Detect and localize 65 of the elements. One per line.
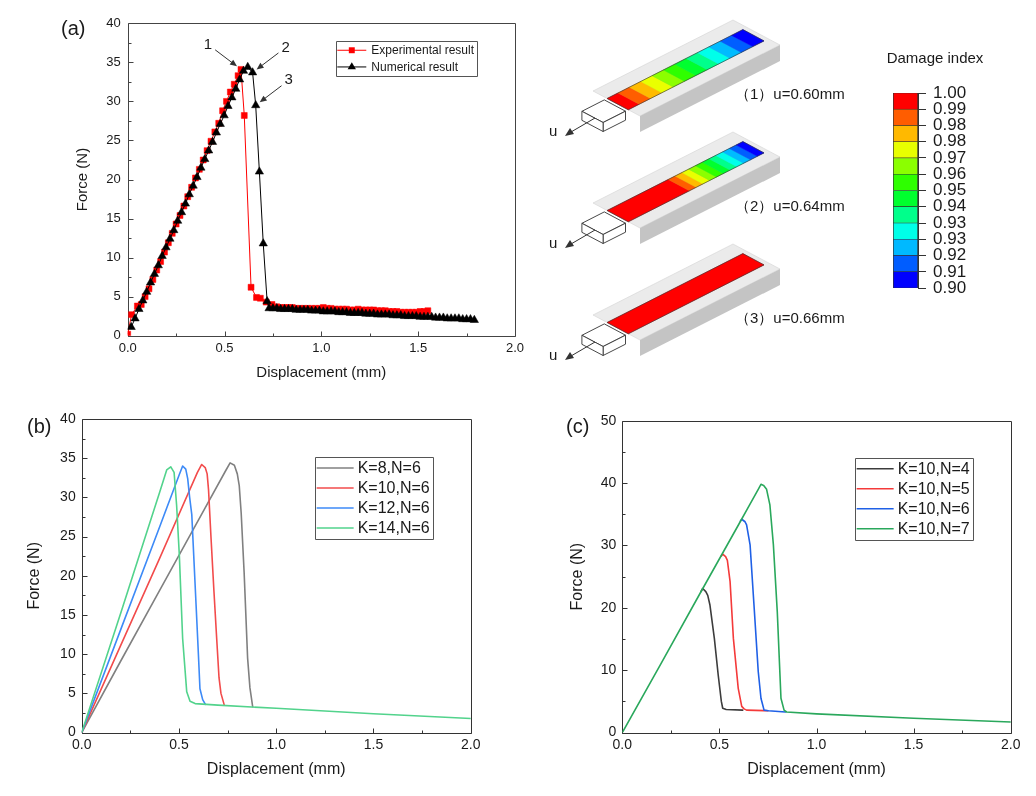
- x-tick-label: 0.5: [215, 340, 234, 356]
- legend-label: K=10,N=6: [897, 499, 970, 517]
- x-tick-label: 1.0: [312, 340, 331, 356]
- text: u: [549, 346, 558, 363]
- chart-title: Damage index: [885, 49, 985, 67]
- y-tick-label: 35: [60, 449, 76, 466]
- y-tick-label: 40: [600, 473, 617, 490]
- legend-label: K=10,N=7: [897, 519, 970, 537]
- x-tick-label: 1.5: [409, 340, 428, 356]
- legend-label: K=10,N=6: [357, 478, 430, 496]
- annotation: 1: [203, 34, 213, 52]
- x-tick-label: 1.0: [266, 735, 287, 752]
- y-tick-label: 5: [113, 288, 121, 304]
- x-tick-label: 2.0: [460, 735, 481, 752]
- y-tick-label: 40: [60, 409, 76, 426]
- y-tick-label: 40: [106, 14, 121, 30]
- x-axis-title: Displacement (mm): [256, 363, 387, 381]
- x-tick-label: 0.5: [169, 735, 189, 752]
- x-tick-label: 1.5: [903, 735, 924, 752]
- chart-title: (a): [61, 17, 86, 39]
- x-tick-label: 2.0: [505, 340, 525, 356]
- text: （1）u=0.60mm: [735, 85, 845, 103]
- x-axis-title: Displacement (mm): [206, 760, 346, 778]
- legend-label: K=8,N=6: [357, 458, 421, 476]
- y-tick-label: 25: [106, 132, 121, 148]
- y-tick-label: 30: [60, 488, 76, 505]
- y-axis-title: Force (N): [568, 542, 586, 611]
- y-tick-label: 20: [106, 171, 121, 187]
- chart-title: (b): [27, 415, 52, 437]
- y-tick-label: 0.96: [933, 164, 967, 183]
- chart-title: (c): [566, 415, 590, 437]
- y-tick-label: 15: [60, 605, 76, 622]
- y-tick-label: 5: [67, 684, 76, 701]
- annotation: 2: [281, 37, 290, 55]
- text: u: [549, 122, 558, 139]
- y-tick-label: 10: [60, 645, 76, 662]
- y-tick-label: 35: [106, 53, 121, 69]
- legend-label: K=10,N=4: [897, 459, 970, 477]
- y-axis-title: Force (N): [73, 147, 91, 212]
- y-tick-label: 50: [600, 411, 617, 428]
- y-tick-label: 30: [600, 536, 617, 553]
- text: （3）u=0.66mm: [735, 309, 845, 327]
- x-tick-label: 1.0: [806, 735, 827, 752]
- y-tick-label: 30: [106, 92, 121, 108]
- y-tick-label: 0: [113, 327, 121, 343]
- x-tick-label: 0.5: [709, 735, 730, 752]
- legend-label: Experimental result: [371, 43, 475, 58]
- text: （2）u=0.64mm: [735, 197, 845, 215]
- x-tick-label: 1.5: [363, 735, 384, 752]
- y-tick-label: 10: [106, 249, 121, 265]
- y-tick-label: 15: [106, 210, 121, 226]
- y-tick-label: 25: [60, 527, 76, 544]
- legend-label: Numerical result: [371, 59, 459, 74]
- text: u: [549, 234, 558, 251]
- legend-label: K=10,N=5: [897, 479, 970, 497]
- legend-label: K=12,N=6: [357, 498, 430, 516]
- y-tick-label: 20: [60, 566, 76, 583]
- y-tick-label: 20: [600, 598, 617, 615]
- x-tick-label: 2.0: [1000, 735, 1021, 752]
- annotation: 3: [284, 70, 293, 88]
- y-axis-title: Force (N): [25, 542, 43, 610]
- legend-label: K=14,N=6: [357, 518, 430, 536]
- x-axis-title: Displacement (mm): [747, 760, 886, 778]
- x-tick-label: 0.0: [118, 340, 137, 356]
- y-tick-label: 10: [600, 661, 617, 678]
